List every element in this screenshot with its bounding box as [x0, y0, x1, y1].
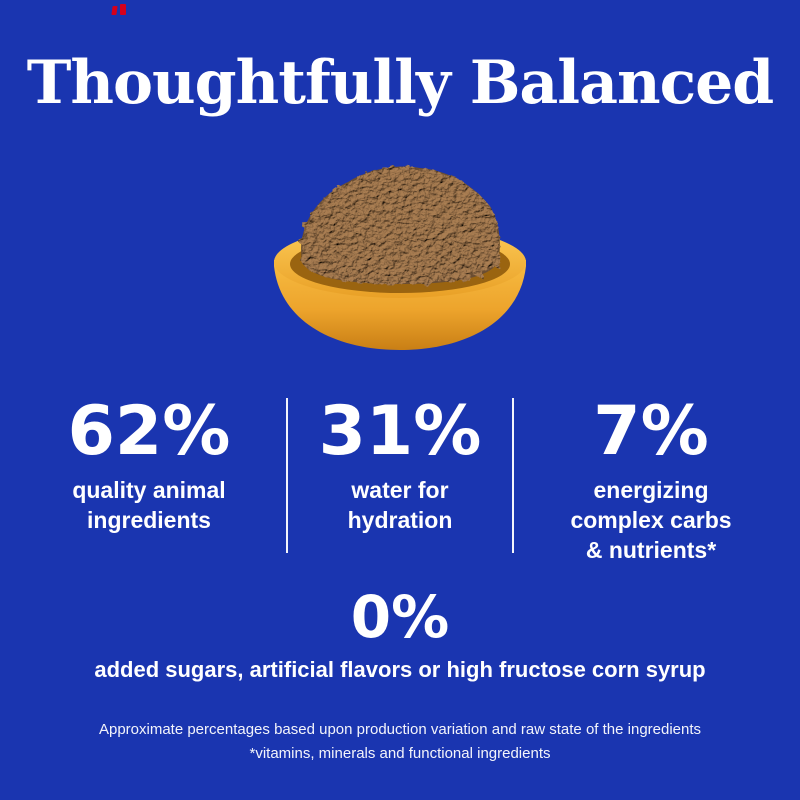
dog-food-bowl-image [245, 158, 555, 358]
stat-complex-carbs-nutrients: 7% energizing complex carbs & nutrients* [526, 398, 776, 566]
stats-row: 62% quality animal ingredients 31% water… [0, 398, 800, 566]
stat-label: energizing complex carbs & nutrients* [570, 477, 732, 563]
corner-red-mark [112, 4, 128, 16]
headline: Thoughtfully Balanced [26, 48, 775, 118]
stat-label: water for hydration [347, 477, 453, 533]
food-mound-texture [301, 166, 500, 284]
stat-value: 31% [318, 392, 482, 471]
stat-label: quality animal ingredients [72, 477, 226, 533]
footnote-line-1: Approximate percentages based upon produ… [98, 721, 702, 739]
footnote-line-2: *vitamins, minerals and functional ingre… [249, 744, 551, 762]
stat-value: 62% [67, 392, 231, 471]
footnote: Approximate percentages based upon produ… [0, 718, 800, 765]
vertical-divider [512, 398, 514, 553]
stat-label: added sugars, artificial flavors or high… [94, 656, 706, 682]
stat-value: 7% [593, 392, 709, 471]
dog-food-bowl-illustration [274, 166, 526, 350]
stat-quality-animal-ingredients: 62% quality animal ingredients [24, 398, 274, 566]
stat-zero-added-sugars: 0% added sugars, artificial flavors or h… [0, 588, 800, 685]
stat-water-for-hydration: 31% water for hydration [300, 398, 500, 566]
vertical-divider [286, 398, 288, 553]
stat-value: 0% [350, 582, 450, 651]
